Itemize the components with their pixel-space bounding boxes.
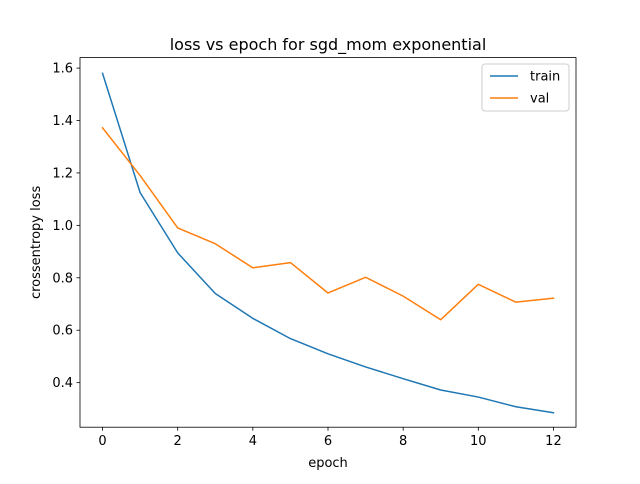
legend: train val xyxy=(481,63,570,112)
y-tick-label: 1.6 xyxy=(52,62,73,77)
y-tick-label: 0.8 xyxy=(52,271,73,286)
y-tick-label: 1.2 xyxy=(52,166,73,181)
plot-area xyxy=(80,57,576,428)
y-tick-label: 1.4 xyxy=(52,114,73,129)
x-tick-label: 2 xyxy=(174,434,182,449)
x-axis-label: epoch xyxy=(308,456,348,471)
y-axis-ticks: 0.4 0.6 0.8 1.0 1.2 1.4 1.6 xyxy=(52,62,80,391)
x-axis-ticks: 0 2 4 6 8 10 12 xyxy=(98,427,562,449)
x-tick-label: 4 xyxy=(249,434,257,449)
series-line-train xyxy=(101,72,555,414)
x-tick-label: 6 xyxy=(324,434,332,449)
series-lines xyxy=(101,72,555,414)
y-axis-label: crossentropy loss xyxy=(29,186,44,299)
y-tick-label: 0.6 xyxy=(52,324,73,339)
x-tick-label: 12 xyxy=(545,434,562,449)
x-tick-label: 0 xyxy=(98,434,106,449)
x-tick-label: 8 xyxy=(399,434,407,449)
legend-label-train: train xyxy=(530,70,560,85)
series-line-val xyxy=(101,126,555,321)
y-tick-label: 1.0 xyxy=(52,219,73,234)
legend-label-val: val xyxy=(530,92,549,107)
plot-frame xyxy=(79,57,577,428)
x-tick-label: 10 xyxy=(470,434,487,449)
y-tick-label: 0.4 xyxy=(52,376,73,391)
chart-title: loss vs epoch for sgd_mom exponential xyxy=(170,35,487,55)
